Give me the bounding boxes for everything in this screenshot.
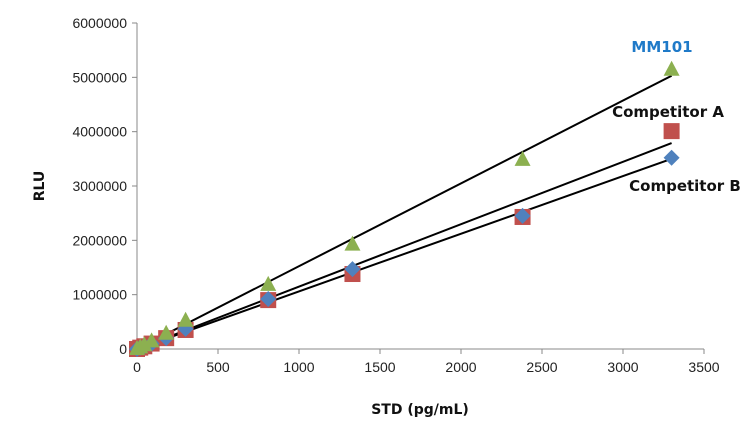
x-tick-label: 2000 bbox=[445, 359, 476, 375]
point-mm101 bbox=[514, 150, 531, 166]
point-mm101 bbox=[663, 60, 680, 76]
point-mm101 bbox=[344, 235, 361, 251]
x-tick-label: 1000 bbox=[283, 359, 314, 375]
point-competitor-b bbox=[344, 261, 361, 278]
y-tick-label: 1000000 bbox=[72, 287, 127, 303]
point-mm101 bbox=[177, 311, 194, 327]
x-tick-label: 3500 bbox=[688, 359, 719, 375]
point-competitor-b bbox=[260, 291, 277, 308]
point-mm101 bbox=[136, 336, 153, 352]
point-competitor-b bbox=[514, 207, 531, 224]
point-mm101 bbox=[143, 332, 160, 348]
point-mm101 bbox=[260, 275, 277, 291]
series-label-competitor-b: Competitor B bbox=[629, 177, 741, 195]
y-tick-label: 5000000 bbox=[72, 69, 127, 85]
y-tick-label: 3000000 bbox=[72, 178, 127, 194]
x-tick-label: 0 bbox=[133, 359, 141, 375]
trendlines bbox=[136, 74, 673, 350]
series-label-mm101: MM101 bbox=[631, 38, 692, 56]
y-tick-label: 2000000 bbox=[72, 232, 127, 248]
trendline-competitor-b bbox=[136, 157, 672, 350]
trendline-mm101 bbox=[136, 74, 673, 350]
point-competitor-a bbox=[663, 123, 680, 140]
x-tick-label: 3000 bbox=[607, 359, 638, 375]
point-competitor-b bbox=[663, 149, 680, 166]
x-tick-label: 500 bbox=[206, 359, 230, 375]
x-tick-label: 1500 bbox=[364, 359, 395, 375]
x-tick-label: 2500 bbox=[526, 359, 557, 375]
trendline-competitor-a bbox=[136, 142, 672, 350]
y-tick-label: 0 bbox=[119, 341, 127, 357]
x-axis-label: STD (pg/mL) bbox=[371, 402, 469, 418]
y-tick-label: 6000000 bbox=[72, 15, 127, 31]
axes: 0 500 1000 1500 2000 2500 3000 3500 0 1000000 2000… bbox=[72, 15, 719, 375]
point-mm101 bbox=[158, 324, 175, 340]
series-label-competitor-a: Competitor A bbox=[612, 103, 724, 121]
data-points bbox=[129, 60, 680, 357]
y-tick-label: 4000000 bbox=[72, 124, 127, 140]
y-axis-label: RLU bbox=[32, 171, 48, 202]
